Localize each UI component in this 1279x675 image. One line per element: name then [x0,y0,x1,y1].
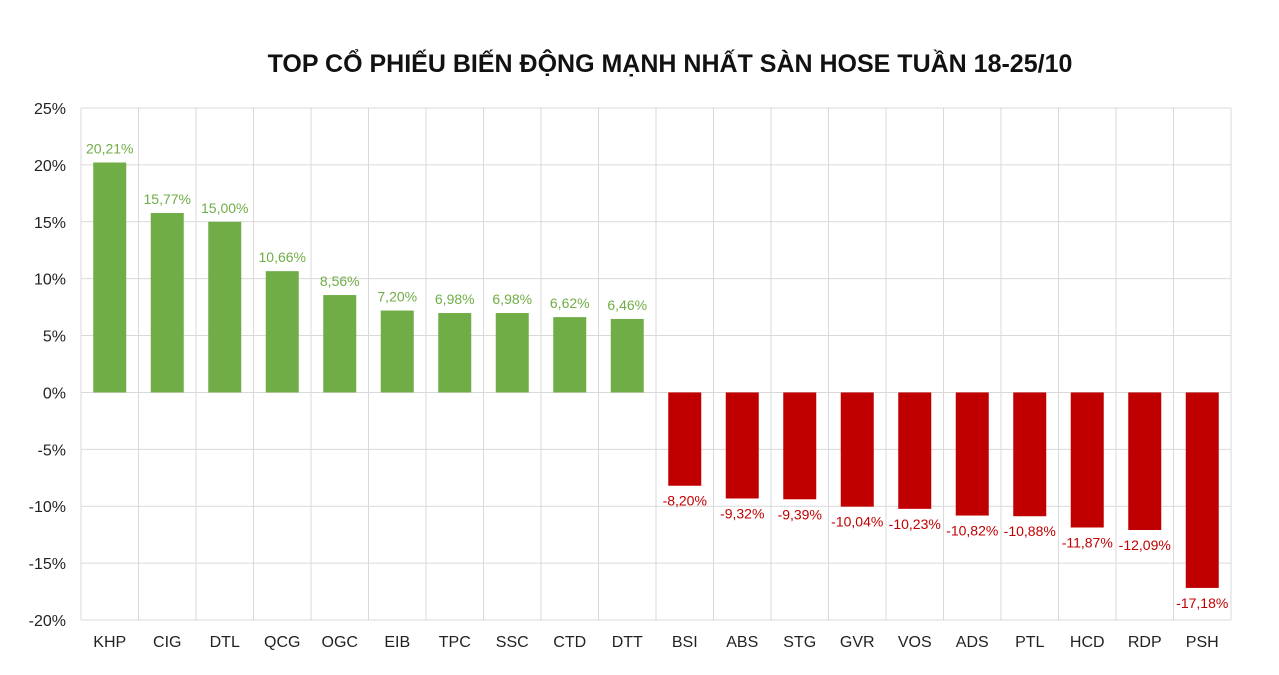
bar-stg [783,392,817,500]
y-tick-label: 5% [43,329,66,346]
y-tick-label: 15% [34,215,66,232]
x-tick-label: DTT [612,634,643,651]
data-label: 6,98% [435,291,475,307]
x-tick-label: CIG [153,634,181,651]
x-tick-label: TPC [439,634,471,651]
bar-gvr [840,392,874,507]
data-label: -10,23% [889,516,941,532]
y-tick-label: -5% [38,442,66,459]
y-tick-label: 0% [43,385,66,402]
bar-psh [1185,392,1219,588]
x-tick-label: ADS [956,634,989,651]
chart-title: TOP CỔ PHIẾU BIẾN ĐỘNG MẠNH NHẤT SÀN HOS… [267,50,1073,78]
data-label: -9,39% [778,506,822,522]
x-tick-label: KHP [93,634,126,651]
grid-layer [80,107,1232,621]
labels-layer: 20,21% 15,77% 15,00% 10,66% 8,56% 7,20% 6,98% 6… [86,140,1228,610]
y-tick-label: -10% [29,499,66,516]
bars-layer [93,162,1219,588]
data-label: -8,20% [663,493,707,509]
x-tick-label: GVR [840,634,875,651]
bar-ogc [323,295,357,393]
x-tick-label: VOS [898,634,932,651]
x-axis: KHP CIG DTL QCG OGC EIB TPC SSC CTD DTT BSI ABS STG G… [93,634,1218,651]
data-label: 7,20% [377,289,417,305]
x-tick-label: BSI [672,634,698,651]
data-label: 15,00% [201,200,248,216]
x-tick-label: RDP [1128,634,1162,651]
bar-ads [955,392,989,516]
x-tick-label: DTL [210,634,240,651]
bar-ssc [495,313,529,393]
x-tick-label: QCG [264,634,300,651]
data-label: -11,87% [1062,534,1113,550]
data-label: 6,62% [550,295,590,311]
y-tick-label: -20% [29,613,66,630]
x-tick-label: EIB [384,634,410,651]
data-label: 6,46% [607,297,647,313]
data-label: -10,88% [1004,523,1056,539]
bar-khp [93,162,127,393]
bar-rdp [1128,392,1162,531]
y-tick-label: 25% [34,101,66,118]
data-label: 6,98% [492,291,532,307]
bar-dtt [610,318,644,393]
data-label: -12,09% [1119,537,1171,553]
x-tick-label: HCD [1070,634,1105,651]
x-tick-label: SSC [496,634,529,651]
x-tick-label: CTD [553,634,586,651]
y-axis: 25% 20% 15% 10% 5% 0% -5% -10% -15% -20% [29,101,66,630]
data-label: -9,32% [720,505,764,521]
x-tick-label: ABS [726,634,758,651]
y-tick-label: 10% [34,272,66,289]
data-label: -10,04% [831,514,883,530]
data-label: -10,82% [946,523,998,539]
bar-hcd [1070,392,1104,528]
bar-tpc [438,313,472,393]
data-label: 10,66% [259,249,306,265]
data-label: 20,21% [86,140,133,156]
x-tick-label: OGC [322,634,358,651]
bar-abs [725,392,759,499]
bar-dtl [208,221,242,393]
data-label: -17,18% [1176,595,1228,611]
bar-ptl [1013,392,1047,517]
x-tick-label: STG [783,634,816,651]
bar-cig [150,213,184,393]
bar-eib [380,310,414,393]
x-tick-label: PTL [1015,634,1044,651]
x-tick-label: PSH [1186,634,1219,651]
y-tick-label: -15% [29,556,66,573]
data-label: 15,77% [144,191,191,207]
y-tick-label: 20% [34,158,66,175]
bar-ctd [553,317,587,393]
data-label: 8,56% [320,273,360,289]
bar-vos [898,392,932,509]
bar-qcg [265,271,299,393]
bar-bsi [668,392,702,486]
